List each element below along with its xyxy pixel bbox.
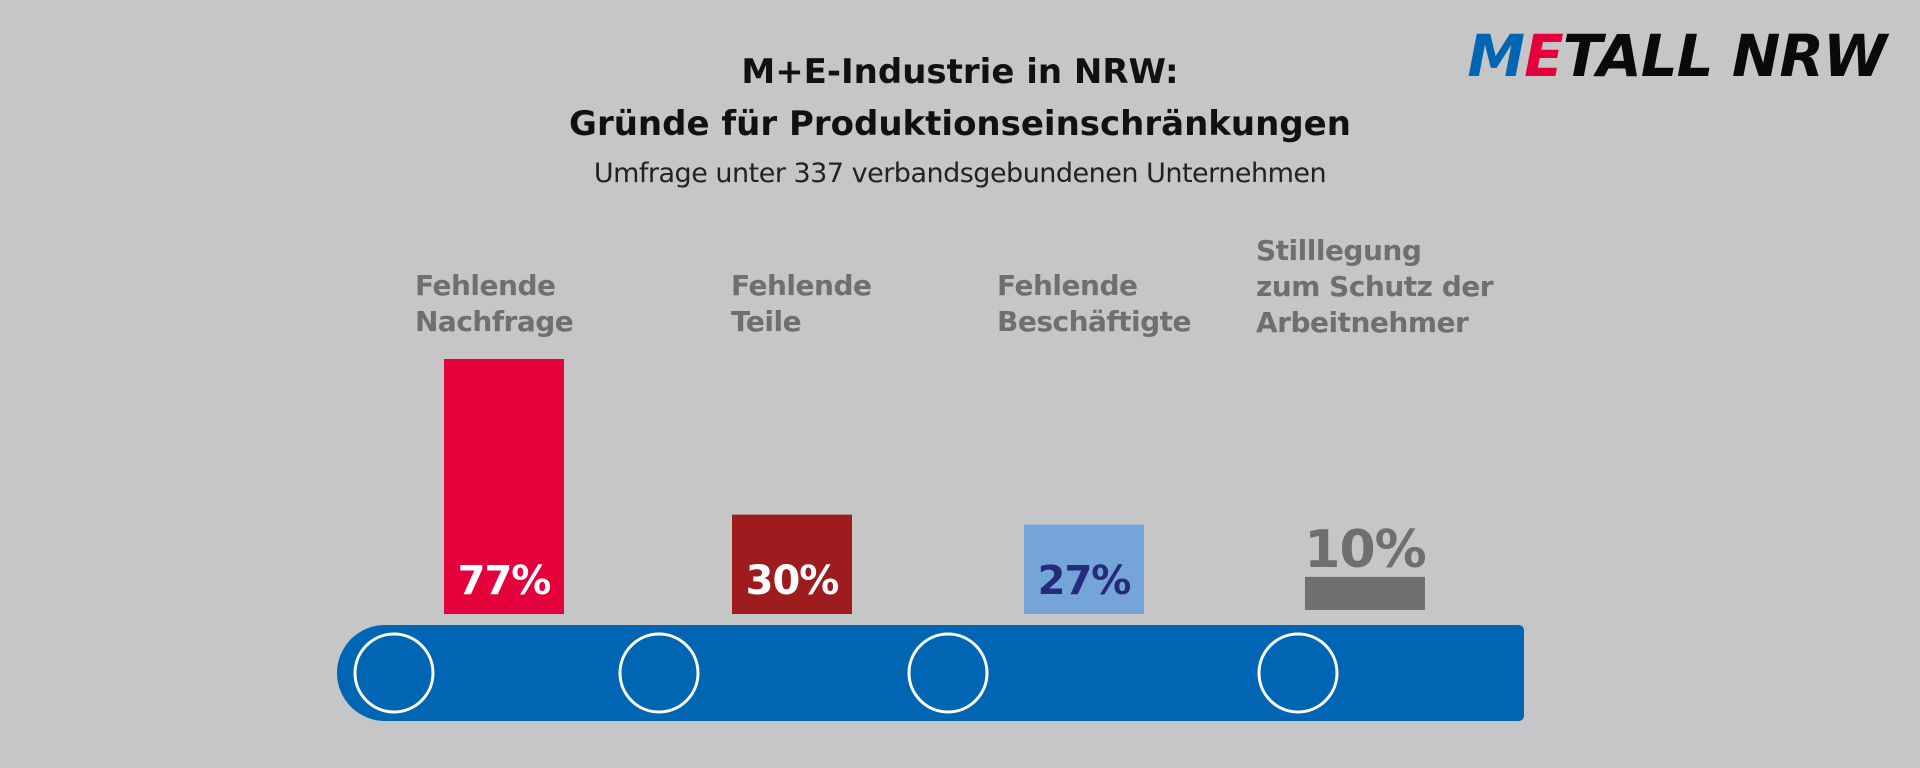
conveyor-roller-1 <box>353 632 435 714</box>
chart-title-line-1: M+E-Industrie in NRW: <box>741 52 1179 92</box>
conveyor-roller-2 <box>618 632 700 714</box>
category-label-fehlende-beschaeftigte: Fehlende Beschäftigte <box>997 269 1192 338</box>
bar-1 <box>444 359 564 614</box>
bar-value-label-1: 77% <box>458 558 551 604</box>
chart-subtitle: Umfrage unter 337 verbandsgebundenen Unt… <box>593 158 1327 189</box>
logo-letter-e: E <box>1524 22 1564 90</box>
logo-text: TALL NRW <box>1562 22 1887 90</box>
category-label-fehlende-nachfrage: Fehlende Nachfrage <box>415 269 574 338</box>
chart-title-line-2: Gründe für Produktionseinschränkungen <box>569 104 1351 144</box>
category-label-fehlende-teile: Fehlende Teile <box>731 269 872 338</box>
chart-title: M+E-Industrie in NRW: Gründe für Produkt… <box>0 46 1920 150</box>
conveyor-roller-4 <box>1257 632 1339 714</box>
bar-value-label-4: 10% <box>1304 520 1425 580</box>
bar-value-label-3: 27% <box>1038 558 1131 604</box>
category-label-stilllegung: Stilllegung zum Schutz der Arbeitnehmer <box>1256 234 1494 339</box>
conveyor-belt <box>337 625 1524 721</box>
conveyor-roller-3 <box>907 632 989 714</box>
metall-nrw-logo: METALL NRW <box>1467 22 1887 90</box>
conveyor-belt-body <box>337 625 1524 721</box>
logo-letter-m: M <box>1467 22 1525 90</box>
bar-value-label-2: 30% <box>746 558 839 604</box>
bar-2 <box>732 514 852 614</box>
bar-4 <box>1305 576 1425 610</box>
bars: 77% 30% 27% 10% <box>444 359 1427 614</box>
bar-3 <box>1024 524 1144 614</box>
